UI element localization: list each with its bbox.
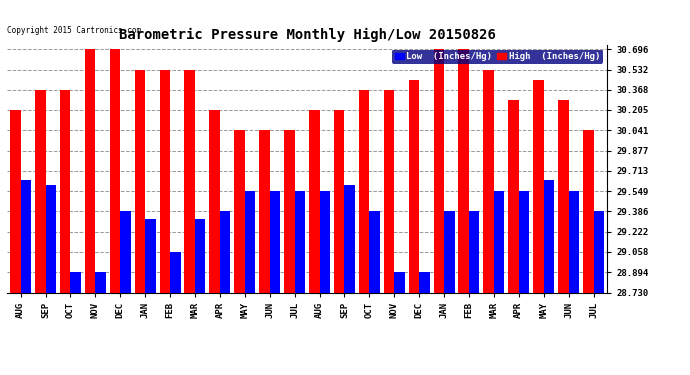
Bar — [209, 110, 220, 292]
Bar — [295, 191, 305, 292]
Bar — [593, 211, 604, 292]
Bar — [319, 191, 330, 292]
Bar — [509, 100, 519, 292]
Bar — [284, 130, 295, 292]
Bar — [70, 272, 81, 292]
Bar — [359, 90, 369, 292]
Bar — [569, 191, 579, 292]
Bar — [469, 211, 480, 292]
Bar — [170, 252, 181, 292]
Bar — [35, 90, 46, 292]
Text: Copyright 2015 Cartronics.com: Copyright 2015 Cartronics.com — [7, 26, 141, 35]
Bar — [245, 191, 255, 292]
Bar — [220, 211, 230, 292]
Bar — [369, 211, 380, 292]
Bar — [433, 49, 444, 292]
Bar — [344, 185, 355, 292]
Bar — [419, 272, 430, 292]
Bar — [60, 90, 70, 292]
Bar — [110, 49, 120, 292]
Bar — [85, 49, 95, 292]
Bar — [494, 191, 504, 292]
Bar — [394, 272, 405, 292]
Bar — [95, 272, 106, 292]
Bar — [159, 69, 170, 292]
Bar — [235, 130, 245, 292]
Bar — [458, 49, 469, 292]
Bar — [309, 110, 319, 292]
Bar — [135, 69, 145, 292]
Bar — [10, 110, 21, 292]
Bar — [583, 130, 593, 292]
Bar — [408, 80, 419, 292]
Bar — [533, 80, 544, 292]
Bar — [519, 191, 529, 292]
Title: Barometric Pressure Monthly High/Low 20150826: Barometric Pressure Monthly High/Low 201… — [119, 28, 495, 42]
Bar — [558, 100, 569, 292]
Bar — [484, 69, 494, 292]
Bar — [145, 219, 156, 292]
Bar — [46, 185, 56, 292]
Bar — [195, 219, 206, 292]
Bar — [384, 90, 394, 292]
Bar — [544, 180, 554, 292]
Bar — [444, 211, 455, 292]
Bar — [184, 69, 195, 292]
Bar — [334, 110, 344, 292]
Bar — [270, 191, 280, 292]
Bar — [259, 130, 270, 292]
Legend: Low  (Inches/Hg), High  (Inches/Hg): Low (Inches/Hg), High (Inches/Hg) — [392, 50, 602, 64]
Bar — [120, 211, 130, 292]
Bar — [21, 180, 31, 292]
